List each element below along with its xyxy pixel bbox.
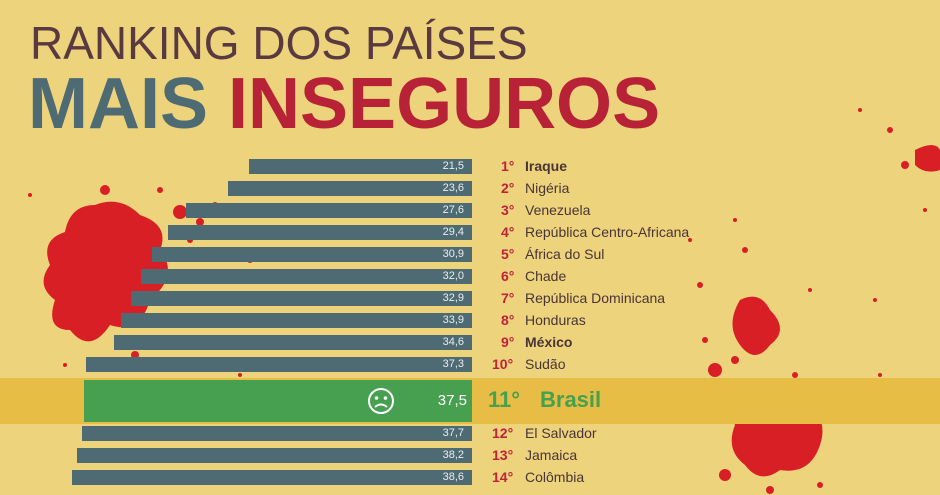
bar-12 [82, 426, 472, 441]
title-line-1: RANKING DOS PAÍSES [30, 17, 528, 69]
country-label: Sudão [525, 356, 566, 372]
bar-value-label: 38,6 [442, 471, 464, 483]
bar-3 [186, 203, 472, 218]
rank-label: 8° [501, 312, 515, 328]
rank-label: 4° [501, 224, 515, 240]
bar-value-label: 37,5 [437, 392, 467, 409]
country-label: El Salvador [525, 425, 597, 441]
bar-value-label: 30,9 [442, 248, 464, 260]
rank-label: 2° [501, 180, 515, 196]
bar-value-label: 29,4 [442, 226, 464, 238]
rank-label: 6° [501, 268, 515, 284]
country-label: Jamaica [525, 447, 578, 463]
country-label: Nigéria [525, 180, 570, 196]
title-line-2: MAIS INSEGUROS [28, 64, 660, 144]
bar-6 [141, 269, 472, 284]
country-label: Chade [525, 268, 567, 284]
bar-2 [228, 181, 472, 196]
country-label: Iraque [525, 158, 568, 174]
rank-label: 13° [492, 447, 514, 463]
bar-value-label: 27,6 [442, 204, 464, 216]
bar-value-label: 32,0 [442, 270, 464, 282]
country-label: Honduras [525, 312, 586, 328]
bar-value-label: 32,9 [442, 292, 464, 304]
bar-13 [77, 448, 472, 463]
country-label: Brasil [540, 387, 602, 412]
title-word-inseguros: INSEGUROS [228, 64, 661, 144]
bar-value-label: 23,6 [442, 182, 464, 194]
rank-label: 5° [501, 246, 515, 262]
rank-label: 1° [501, 158, 515, 174]
rank-label: 14° [492, 469, 514, 485]
rank-label: 9° [501, 334, 515, 350]
bar-value-label: 34,6 [442, 336, 464, 348]
bar-11 [84, 380, 472, 422]
country-label: República Centro-Africana [525, 224, 690, 240]
bar-7 [131, 291, 472, 306]
country-label: República Dominicana [525, 290, 666, 306]
title-word-mais: MAIS [28, 64, 208, 144]
country-label: Venezuela [525, 202, 591, 218]
country-label: África do Sul [525, 246, 605, 262]
bar-14 [72, 470, 472, 485]
rank-label: 12° [492, 425, 514, 441]
rank-label: 7° [501, 290, 515, 306]
bar-value-label: 37,7 [442, 427, 464, 439]
rank-label: 3° [501, 202, 515, 218]
bar-8 [121, 313, 472, 328]
bar-4 [168, 225, 472, 240]
bar-5 [152, 247, 472, 262]
sad-face-icon [368, 388, 394, 414]
rank-label: 11° [488, 387, 521, 412]
bar-1 [249, 159, 472, 174]
bar-10 [86, 357, 472, 372]
bar-value-label: 21,5 [442, 160, 464, 172]
bar-value-label: 37,3 [442, 358, 464, 370]
bar-9 [114, 335, 472, 350]
bar-value-label: 33,9 [442, 314, 464, 326]
bar-value-label: 38,2 [442, 449, 464, 461]
rank-label: 10° [492, 356, 514, 372]
country-label: México [525, 334, 573, 350]
country-label: Colômbia [525, 469, 585, 485]
